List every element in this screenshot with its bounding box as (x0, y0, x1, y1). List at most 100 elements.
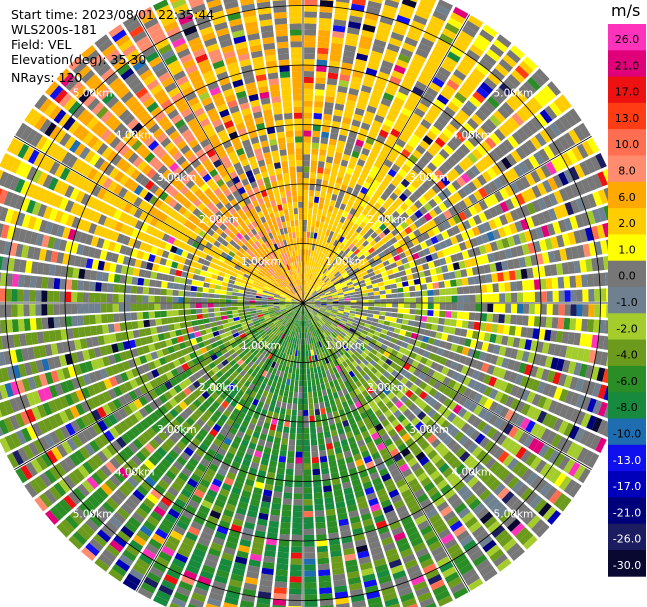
range-gate (444, 22, 460, 35)
range-gate (347, 199, 354, 208)
range-gate (438, 164, 449, 175)
range-gate (315, 329, 320, 336)
range-gate (191, 320, 199, 326)
range-gate (376, 154, 386, 164)
range-gate (294, 469, 303, 476)
range-gate (362, 381, 370, 390)
range-gate (358, 556, 372, 565)
range-gate (314, 304, 321, 306)
range-gate (261, 567, 274, 576)
range-gate (286, 341, 290, 349)
range-gate (305, 320, 308, 327)
range-gate (374, 409, 383, 418)
radar-ray (303, 303, 484, 591)
range-gate (564, 185, 575, 200)
range-gate (314, 303, 321, 305)
range-gate (278, 413, 285, 421)
range-gate (310, 312, 315, 318)
range-gate (355, 365, 363, 373)
range-gate (315, 270, 320, 277)
range-gate (260, 458, 269, 466)
range-gate (468, 95, 482, 108)
range-gate (558, 388, 569, 403)
range-gate (365, 345, 373, 352)
range-gate (385, 240, 393, 248)
range-gate (282, 432, 289, 439)
range-gate (502, 538, 517, 552)
range-gate (301, 314, 303, 321)
range-gate (303, 344, 306, 351)
range-gate (480, 453, 492, 466)
range-gate (311, 310, 317, 315)
range-gate (573, 362, 583, 376)
range-gate (469, 257, 478, 267)
range-gate (398, 252, 407, 259)
range-gate (417, 411, 427, 421)
range-gate (310, 367, 314, 374)
range-gate (567, 361, 577, 375)
range-gate (290, 343, 295, 350)
range-gate (346, 411, 354, 420)
range-gate (548, 142, 560, 157)
range-gate (308, 403, 314, 410)
range-gate (499, 510, 513, 524)
range-gate (459, 59, 474, 72)
range-gate (371, 279, 378, 285)
range-gate (397, 53, 411, 64)
range-gate (378, 467, 389, 477)
range-gate (431, 545, 445, 557)
range-gate (456, 64, 470, 76)
range-gate (373, 38, 387, 48)
range-gate (296, 314, 300, 320)
range-gate (338, 277, 345, 282)
range-gate (588, 242, 597, 257)
range-gate (361, 293, 369, 297)
range-gate (418, 271, 426, 278)
range-gate (296, 362, 300, 369)
radar-ray (205, 303, 303, 607)
range-gate (392, 143, 403, 153)
range-gate (322, 345, 328, 352)
range-gate (273, 491, 283, 499)
range-gate (440, 89, 453, 101)
range-gate (452, 335, 460, 344)
range-gate (544, 466, 557, 481)
range-gate (484, 440, 495, 452)
range-gate (286, 360, 291, 367)
range-gate (337, 390, 344, 398)
range-gate (530, 116, 543, 131)
range-gate (427, 229, 436, 238)
range-gate (275, 575, 288, 583)
range-gate (300, 308, 302, 315)
range-gate (518, 338, 527, 349)
range-gate (393, 409, 402, 419)
range-gate (386, 113, 397, 123)
radar-ray (303, 303, 572, 512)
range-gate (582, 140, 594, 156)
range-gate (461, 82, 475, 95)
range-gate (361, 567, 375, 577)
range-gate (378, 231, 386, 239)
range-gate (538, 354, 548, 367)
range-gate (361, 270, 369, 277)
range-gate (410, 462, 422, 473)
range-gate (304, 47, 316, 54)
range-gate (394, 575, 409, 586)
range-gate (396, 282, 403, 288)
range-gate (349, 390, 357, 399)
range-gate (457, 407, 468, 418)
range-gate (303, 207, 308, 214)
range-gate (468, 193, 478, 205)
range-gate (307, 286, 311, 293)
range-gate (385, 289, 392, 294)
range-gate (441, 27, 457, 40)
range-gate (331, 292, 338, 296)
range-gate (392, 303, 399, 308)
range-gate (303, 303, 309, 304)
range-gate (458, 337, 466, 346)
range-gate (350, 276, 358, 281)
range-gate (408, 285, 416, 292)
range-gate (362, 296, 369, 300)
range-gate (298, 320, 301, 327)
range-gate (336, 265, 343, 271)
